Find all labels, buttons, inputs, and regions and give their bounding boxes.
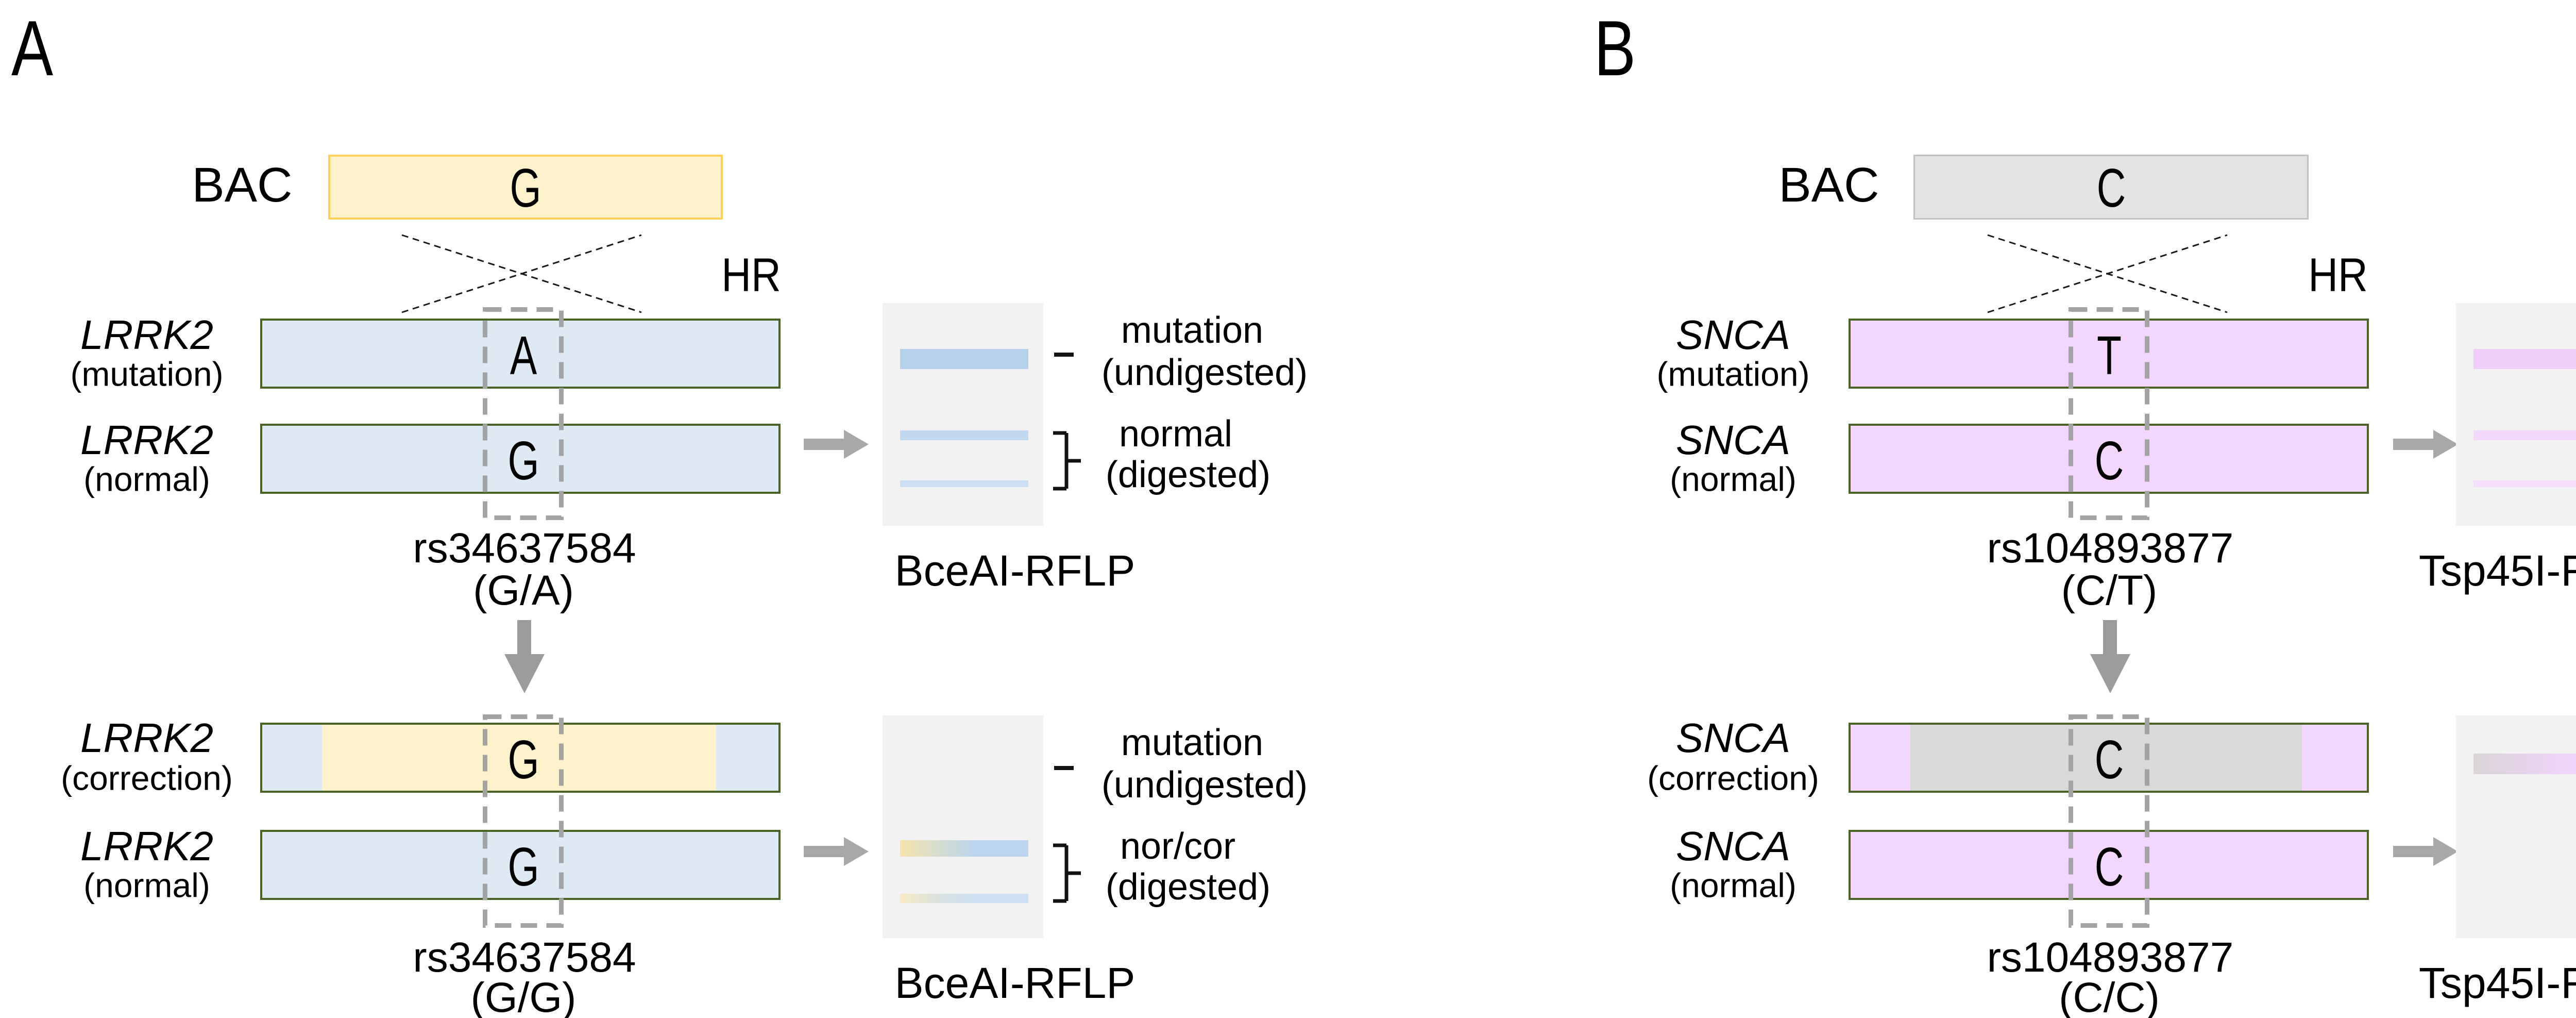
gel-upper-label: mutation	[1121, 310, 1264, 352]
gene-name: SNCA	[1675, 312, 1791, 358]
corrected-segment	[322, 725, 716, 791]
gene-state: (normal)	[1670, 460, 1797, 498]
down-arrow-icon	[2090, 620, 2130, 693]
digested-bracket	[1053, 843, 1081, 903]
rflp-title: BceAI-RFLP	[894, 546, 1136, 595]
gel-upper-sub: (undigested)	[1101, 764, 1308, 806]
gene-state: (normal)	[1670, 866, 1797, 905]
gene-row-mutation	[260, 319, 781, 389]
gene-state: (normal)	[83, 866, 210, 905]
hr-label: HR	[721, 249, 781, 302]
gene-row-normal	[1849, 830, 2369, 900]
right-arrow-icon	[804, 837, 869, 866]
gene-name: SNCA	[1675, 715, 1791, 761]
row-base-letter: G	[507, 837, 539, 897]
gene-name: SNCA	[1675, 417, 1791, 463]
hr-label: HR	[2308, 249, 2368, 302]
bac-vector-box	[328, 155, 723, 220]
rflp-title: Tsp45I-RFLP	[2418, 958, 2576, 1007]
gel-band	[900, 894, 1028, 903]
row-base-letter: G	[507, 729, 539, 790]
gel-lane	[2456, 303, 2576, 526]
gel-lower-label: nor/cor	[1120, 826, 1236, 867]
gel-lower-sub: (digested)	[1105, 454, 1271, 496]
gene-row-mutation	[1849, 319, 2369, 389]
snp-genotype: (G/G)	[470, 974, 577, 1018]
gene-name: LRRK2	[80, 823, 213, 869]
snp-dashed-outline	[483, 714, 564, 928]
snp-id: rs104893877	[1987, 524, 2234, 572]
gene-name: SNCA	[1675, 823, 1791, 869]
gel-band	[900, 430, 1028, 440]
bac-label: BAC	[192, 158, 293, 213]
panel-b-letter: B	[1594, 5, 1636, 92]
right-arrow-icon	[804, 430, 869, 459]
row-base-letter: C	[2094, 430, 2124, 491]
gel-band	[900, 480, 1028, 487]
band-tick	[1054, 353, 1074, 357]
gel-lane	[883, 303, 1043, 526]
gel-upper-label: mutation	[1121, 722, 1264, 764]
row-base-letter: G	[507, 430, 539, 491]
row-base-letter: A	[510, 325, 537, 386]
gene-row-normal	[1849, 424, 2369, 494]
snp-genotype: (C/C)	[2059, 974, 2160, 1018]
bac-vector-box	[1913, 155, 2309, 220]
gel-band	[2473, 754, 2576, 774]
right-arrow-icon	[2393, 837, 2458, 866]
gene-name: LRRK2	[80, 417, 213, 463]
recombination-cross-icon	[1987, 234, 2228, 313]
snp-dashed-outline	[2069, 307, 2149, 520]
snp-dashed-outline	[483, 307, 564, 520]
bac-label: BAC	[1778, 158, 1879, 213]
gene-state: (mutation)	[1656, 355, 1810, 393]
gene-row-normal	[260, 424, 781, 494]
snp-id: rs104893877	[1987, 933, 2234, 981]
gene-state: (correction)	[1647, 759, 1819, 797]
gel-lane	[2456, 715, 2576, 938]
gel-lane	[883, 715, 1043, 938]
snp-id: rs34637584	[413, 933, 636, 981]
gel-lower-label: normal	[1118, 413, 1233, 455]
band-tick	[1054, 766, 1074, 770]
panel-a-letter: A	[11, 5, 54, 92]
gene-state: (correction)	[61, 759, 233, 797]
snp-dashed-outline	[2069, 714, 2149, 928]
gel-band	[2473, 430, 2576, 440]
gene-row-correction	[1849, 723, 2369, 793]
gel-band	[900, 349, 1028, 369]
down-arrow-icon	[504, 620, 545, 693]
gel-band	[2473, 349, 2576, 369]
snp-genotype: (C/T)	[2061, 566, 2158, 614]
gel-upper-sub: (undigested)	[1101, 352, 1308, 394]
corrected-segment	[1910, 725, 2302, 791]
gene-name: LRRK2	[80, 715, 213, 761]
bac-base-letter: C	[2096, 158, 2126, 219]
row-base-letter: T	[2097, 325, 2122, 386]
gene-state: (normal)	[83, 460, 210, 498]
digested-bracket	[1053, 431, 1081, 491]
gel-lower-sub: (digested)	[1105, 866, 1271, 908]
right-arrow-icon	[2393, 430, 2458, 459]
gene-row-normal	[260, 830, 781, 900]
gene-name: LRRK2	[80, 312, 213, 358]
row-base-letter: C	[2094, 837, 2124, 897]
rflp-title: BceAI-RFLP	[894, 958, 1136, 1007]
bac-base-letter: G	[510, 158, 541, 219]
gel-band	[900, 840, 1028, 857]
snp-id: rs34637584	[413, 524, 636, 572]
gene-row-correction	[260, 723, 781, 793]
gel-band	[2473, 480, 2576, 487]
rflp-title: Tsp45I-RFLP	[2418, 546, 2576, 595]
row-base-letter: C	[2094, 729, 2124, 790]
snp-genotype: (G/A)	[473, 566, 574, 614]
recombination-cross-icon	[401, 234, 642, 313]
gene-state: (mutation)	[70, 355, 224, 393]
